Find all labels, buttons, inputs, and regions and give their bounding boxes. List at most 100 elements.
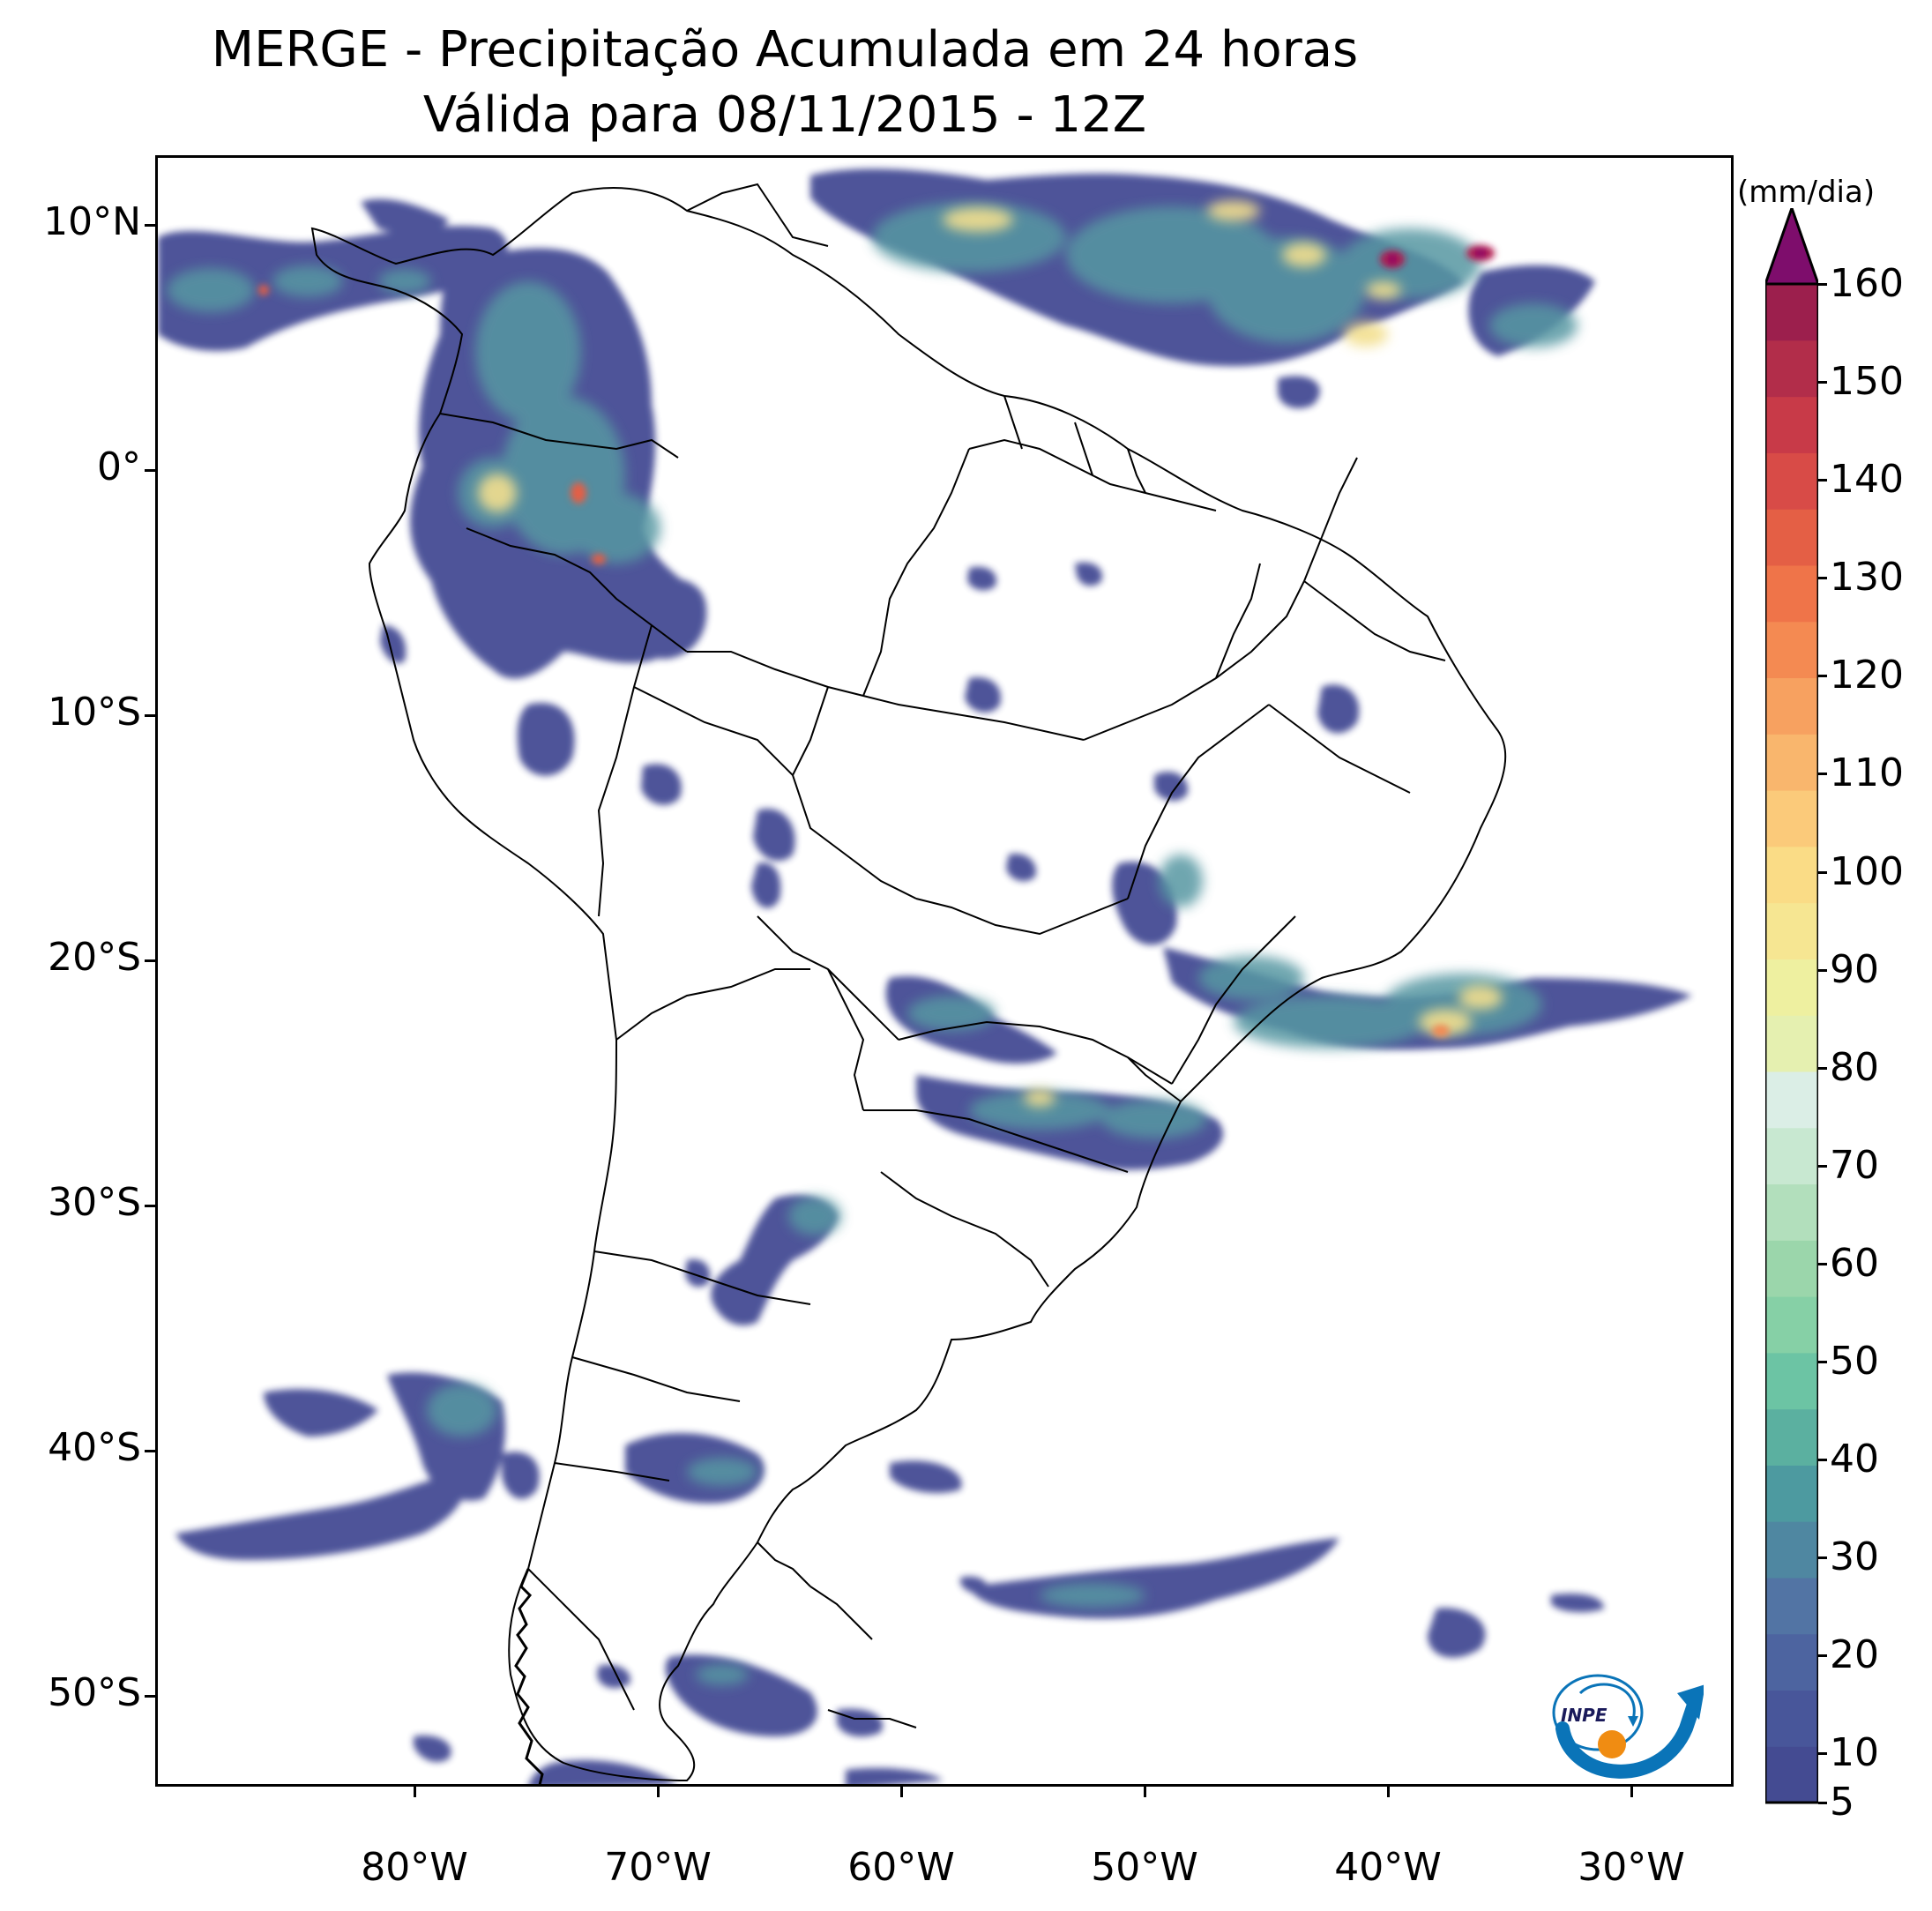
colorbar-tick-mark [1818,577,1827,580]
colorbar-step [1765,1465,1818,1522]
colorbar-tick-mark [1818,968,1827,972]
colorbar-step [1765,509,1818,566]
ytick-label-10s: 10°S [48,690,141,735]
ytick-label-30s: 30°S [48,1180,141,1225]
colorbar-tick-mark [1818,1164,1827,1168]
colorbar-tick-label: 100 [1830,848,1904,894]
precip-layer-high [478,200,1503,1107]
colorbar-tick-label: 5 [1830,1780,1854,1825]
xtick-mark [1144,1787,1146,1797]
fjord-coast [514,1568,544,1784]
xtick-label-60w: 60°W [847,1845,955,1890]
coastline-borders [310,183,1507,1782]
ytick-mark [145,1450,155,1452]
colorbar-tick-mark [1818,1752,1827,1756]
map-title: MERGE - Precipitação Acumulada em 24 hor… [211,21,1359,78]
inpe-logo: INPE [1552,1674,1704,1779]
ytick-mark [145,469,155,472]
xtick-mark [1387,1787,1390,1797]
colorbar-tick-mark [1818,1802,1827,1804]
ytick-mark [145,714,155,717]
colorbar-tick-label: 160 [1830,261,1904,306]
colorbar-tick-label: 20 [1830,1632,1879,1678]
colorbar-extend-arrow [1765,208,1818,284]
colorbar-tick-mark [1818,1654,1827,1658]
xtick-label-50w: 50°W [1091,1845,1198,1890]
precip-layer-mid [167,202,1578,1685]
colorbar-tick-label: 110 [1830,750,1904,796]
xtick-label-80w: 80°W [361,1845,468,1890]
xtick-mark [414,1787,416,1797]
ytick-mark [145,1695,155,1698]
colorbar-steps [1765,284,1818,1803]
colorbar-tick-label: 40 [1830,1437,1879,1482]
map-subtitle: Válida para 08/11/2015 - 12Z [422,86,1147,144]
colorbar-tick-mark [1818,381,1827,384]
colorbar-tick-mark [1818,1361,1827,1364]
colorbar-step [1765,1183,1818,1241]
colorbar-step [1765,846,1818,904]
colorbar-tick-label: 140 [1830,457,1904,503]
colorbar-tick-mark [1818,283,1827,286]
colorbar-step [1765,1521,1818,1579]
xtick-label-40w: 40°W [1334,1845,1442,1890]
colorbar-tick-mark [1818,773,1827,776]
colorbar-step [1765,340,1818,398]
xtick-label-30w: 30°W [1578,1845,1685,1890]
colorbar-tick-label: 150 [1830,359,1904,405]
colorbar-step [1765,452,1818,510]
precipitation-map [155,155,1734,1787]
colorbar-step [1765,790,1818,847]
colorbar-step [1765,1746,1818,1803]
colorbar-outline [1765,282,1818,1804]
colorbar-tick-label: 130 [1830,555,1904,601]
colorbar-step [1765,1633,1818,1691]
colorbar-tick-label: 60 [1830,1240,1879,1286]
colorbar-step [1765,734,1818,791]
colorbar-step [1765,621,1818,679]
map-canvas [158,168,1692,1784]
colorbar-step [1765,1577,1818,1635]
xtick-mark [657,1787,660,1797]
colorbar-step [1765,284,1818,341]
colorbar-step [1765,1296,1818,1354]
colorbar-step [1765,1240,1818,1297]
colorbar-step [1765,1127,1818,1185]
colorbar-step [1765,1071,1818,1129]
ytick-mark [145,959,155,962]
colorbar-step [1765,1015,1818,1072]
colorbar-tick-mark [1818,1066,1827,1070]
colorbar-tick-label: 50 [1830,1339,1879,1385]
colorbar-tick-mark [1818,479,1827,482]
colorbar-tick-label: 30 [1830,1534,1879,1580]
colorbar-tick-label: 90 [1830,946,1879,992]
colorbar-step [1765,1352,1818,1410]
ytick-mark [145,224,155,227]
ytick-label-50s: 50°S [48,1670,141,1715]
colorbar-tick-mark [1818,1556,1827,1560]
colorbar-step [1765,396,1818,453]
colorbar-tick-label: 80 [1830,1044,1879,1090]
ytick-label-0: 0° [97,444,141,489]
precip-layer-peak [258,245,1495,1037]
logo-text: INPE [1561,1705,1608,1726]
colorbar-step [1765,1408,1818,1466]
xtick-mark [1630,1787,1633,1797]
colorbar-step [1765,677,1818,735]
colorbar-step [1765,564,1818,623]
colorbar-step [1765,959,1818,1016]
ytick-label-20s: 20°S [48,935,141,980]
xtick-mark [900,1787,903,1797]
colorbar [1765,208,1818,1804]
colorbar-step [1765,1690,1818,1747]
colorbar-step [1765,902,1818,959]
colorbar-unit: (mm/dia) [1737,175,1876,210]
ytick-label-10n: 10°N [43,199,141,244]
colorbar-tick-mark [1818,1262,1827,1265]
ytick-mark [145,1205,155,1207]
colorbar-tick-mark [1818,675,1827,678]
ytick-label-40s: 40°S [48,1425,141,1470]
xtick-label-70w: 70°W [604,1845,712,1890]
colorbar-tick-label: 10 [1830,1730,1879,1776]
colorbar-tick-label: 120 [1830,653,1904,698]
